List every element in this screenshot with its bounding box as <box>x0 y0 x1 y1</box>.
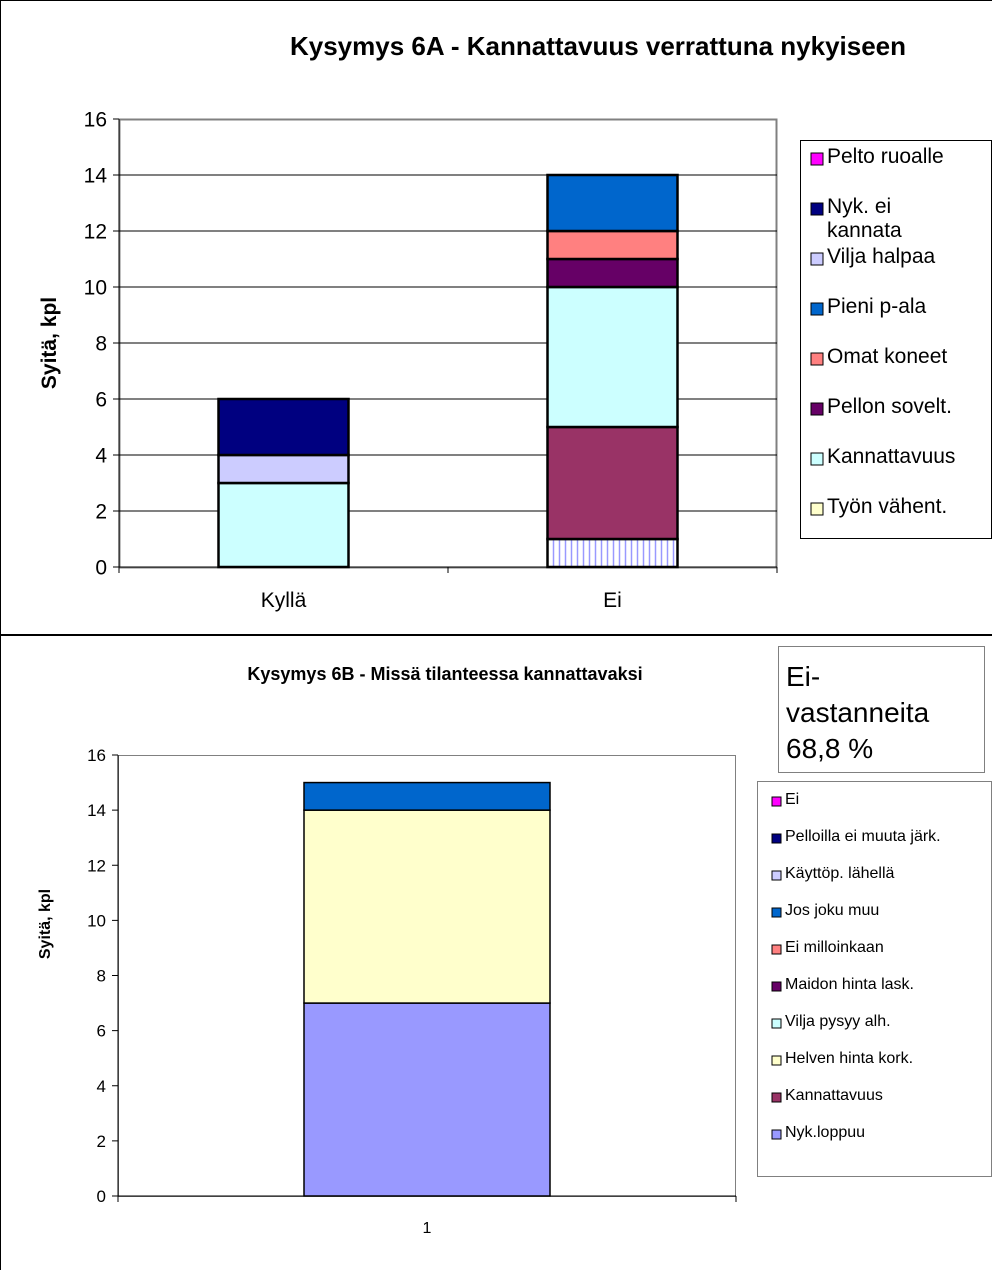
chart2-legend-label: Helven hinta kork. <box>785 1050 913 1067</box>
chart1-legend-swatch <box>811 503 823 515</box>
chart1-y-tick-label: 10 <box>84 277 107 300</box>
chart1-legend-swatch <box>811 303 823 315</box>
chart1-y-tick-label: 12 <box>84 221 107 244</box>
chart2-legend-label: Jos joku muu <box>785 902 879 919</box>
no-answer-annotation-line-1: Ei- <box>786 661 820 692</box>
chart1-x-tick-label: Ei <box>603 589 622 612</box>
chart2-bar-segment <box>304 810 550 1003</box>
chart2-legend-label: Ei milloinkaan <box>785 939 884 956</box>
chart1-legend-label: Omat koneet <box>827 345 947 368</box>
chart2-y-axis-label: Syitä, kpl <box>37 889 54 959</box>
chart2-legend-swatch <box>772 871 781 880</box>
chart2-title: Kysymys 6B - Missä tilanteessa kannattav… <box>247 664 642 684</box>
chart1-y-axis-label: Syitä, kpl <box>38 297 61 389</box>
chart1-y-tick-label: 14 <box>84 165 108 188</box>
chart1-legend-label: Vilja halpaa <box>827 245 936 268</box>
chart2-legend-label: Maidon hinta lask. <box>785 976 914 993</box>
chart2-legend-swatch <box>772 797 781 806</box>
chart1-legend-label: Nyk. ei kannata <box>827 195 902 242</box>
chart2-legend-swatch <box>772 1056 781 1065</box>
chart2-legend-label: Pelloilla ei muuta järk. <box>785 828 941 845</box>
chart2-legend-label: Käyttöp. lähellä <box>785 865 895 882</box>
chart2-y-tick-label: 8 <box>97 967 106 986</box>
chart2-y-tick-label: 2 <box>97 1132 106 1151</box>
chart2-legend-swatch <box>772 1130 781 1139</box>
chart1-legend-swatch <box>811 403 823 415</box>
chart2-legend-label: Vilja pysyy alh. <box>785 1013 891 1030</box>
chart1-legend-swatch <box>811 453 823 465</box>
chart2-legend-swatch <box>772 1093 781 1102</box>
chart1-legend-label: Kannattavuus <box>827 445 955 468</box>
chart2-y-tick-label: 0 <box>97 1187 106 1206</box>
chart1-legend-swatch <box>811 153 823 165</box>
chart2-bars <box>304 783 550 1196</box>
chart1-y-tick-label: 6 <box>95 389 107 412</box>
chart1-bar-segment <box>219 455 349 483</box>
chart2-legend-swatch <box>772 982 781 991</box>
chart1-legend-label: Pellon sovelt. <box>827 395 952 418</box>
chart1-title: Kysymys 6A - Kannattavuus verrattuna nyk… <box>290 31 906 61</box>
chart1-bar-segment <box>219 399 349 455</box>
chart1-bar-segment <box>548 175 678 231</box>
chart2-y-tick-label: 10 <box>87 911 106 930</box>
chart1-legend-swatch <box>811 353 823 365</box>
chart1-y-tick-label: 16 <box>84 109 107 132</box>
chart1-legend-label: Pelto ruoalle <box>827 145 944 168</box>
chart2-legend-label: Kannattavuus <box>785 1087 883 1104</box>
chart2-legend-label: Nyk.loppuu <box>785 1124 865 1141</box>
chart1-bar-segment <box>219 483 349 567</box>
no-answer-annotation-line-2: vastanneita <box>786 697 930 728</box>
chart2-y-tick-label: 14 <box>87 801 106 820</box>
chart2-legend-swatch <box>772 908 781 917</box>
chart1-y-tick-label: 4 <box>95 445 107 468</box>
chart1-legend-swatch <box>811 253 823 265</box>
chart2-legend-swatch <box>772 945 781 954</box>
chart1-y-tick-label: 0 <box>95 557 107 580</box>
chart2-x-tick-label: 1 <box>423 1220 432 1237</box>
chart1-legend-label: Työn vähent. <box>827 495 947 518</box>
chart2-y-tick-label: 4 <box>97 1077 106 1096</box>
chart1-y-tick-label: 8 <box>95 333 107 356</box>
chart2-bar-segment <box>304 783 550 811</box>
chart1-bar-segment <box>548 427 678 539</box>
chart2-legend-label: Ei <box>785 791 799 808</box>
chart1-bar-segment <box>548 231 678 259</box>
chart2-bar-segment <box>304 1003 550 1196</box>
chart1-legend-label: Pieni p-ala <box>827 295 927 318</box>
chart2-legend-swatch <box>772 1019 781 1028</box>
chart1-bar-segment <box>548 259 678 287</box>
chart1-bar-segment <box>548 539 678 567</box>
chart1-bar-segment <box>548 287 678 427</box>
chart2-legend-swatch <box>772 834 781 843</box>
chart2-y-tick-label: 12 <box>87 856 106 875</box>
chart1-legend-swatch <box>811 203 823 215</box>
chart1-y-tick-label: 2 <box>95 501 107 524</box>
chart2-y-tick-label: 16 <box>87 746 106 765</box>
chart1-x-tick-label: Kyllä <box>261 589 307 612</box>
no-answer-annotation-line-3: 68,8 % <box>786 733 873 764</box>
chart2-y-tick-label: 6 <box>97 1022 106 1041</box>
